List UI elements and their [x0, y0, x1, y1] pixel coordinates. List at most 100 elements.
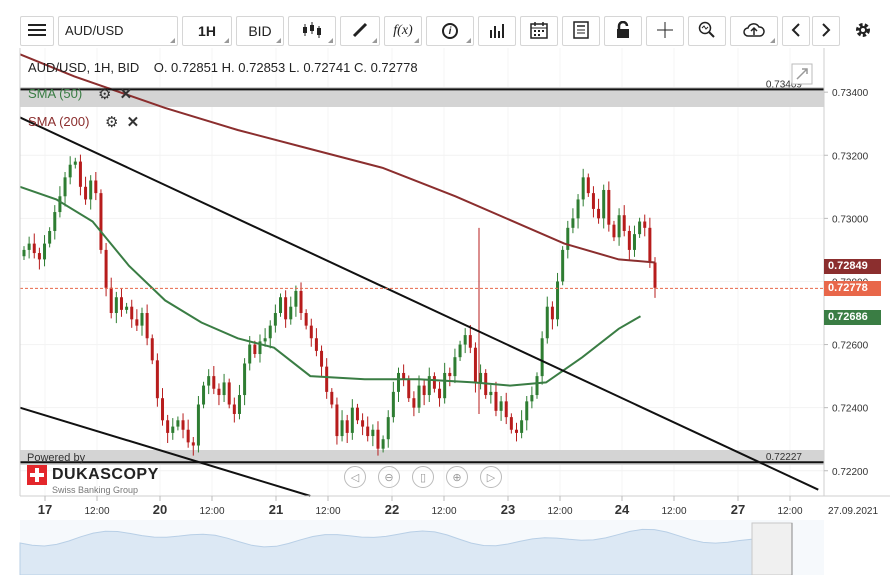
candle-body	[150, 338, 154, 361]
candle-body	[556, 281, 560, 320]
sma200-close-icon[interactable]: ✕	[126, 114, 140, 131]
sma200-settings-icon[interactable]: ⚙	[105, 114, 119, 131]
candles	[22, 154, 657, 456]
function-button[interactable]: f(x)	[384, 16, 422, 46]
candle-body	[284, 297, 288, 320]
function-icon: f(x)	[393, 23, 413, 38]
candle-body	[627, 230, 631, 250]
candle-body	[119, 297, 123, 310]
lock-button[interactable]	[604, 16, 642, 46]
candle-body	[263, 338, 267, 342]
high-value: H. 0.72853	[221, 60, 286, 75]
candle-body	[37, 253, 41, 260]
navigator-window[interactable]	[751, 522, 793, 576]
side-label: BID	[248, 23, 272, 39]
candle-body	[653, 262, 657, 288]
zoom-button[interactable]	[688, 16, 726, 46]
candle-body	[140, 313, 144, 326]
info-button[interactable]: i	[426, 16, 474, 46]
candle-body	[68, 164, 72, 178]
candle-body	[335, 404, 339, 437]
hamburger-icon	[28, 23, 46, 40]
candle-body	[309, 325, 313, 339]
news-button[interactable]	[562, 16, 600, 46]
upload-button[interactable]	[730, 16, 778, 46]
gear-icon	[854, 21, 872, 42]
candle-body	[232, 404, 236, 414]
candle-body	[473, 347, 477, 383]
candle-body	[499, 401, 503, 411]
candle-body	[94, 180, 98, 194]
menu-button[interactable]	[20, 16, 54, 46]
sma50-settings-icon[interactable]: ⚙	[98, 86, 112, 103]
settings-button[interactable]	[846, 16, 880, 46]
scroll-left-button[interactable]	[782, 16, 810, 46]
candle-body	[258, 341, 262, 355]
info-icon: i	[442, 23, 458, 39]
candle-body	[602, 189, 606, 219]
instrument-label: AUD/USD, 1H, BID	[28, 60, 140, 75]
candle-body	[227, 382, 231, 405]
candle-body	[53, 212, 57, 231]
candle-body	[479, 372, 483, 383]
candle-body	[576, 199, 580, 219]
zoom-in-button[interactable]: ⊕	[446, 466, 468, 488]
reset-zoom-button[interactable]: ▯	[412, 466, 434, 488]
sma50-label[interactable]: SMA (50)	[28, 86, 83, 101]
timeframe-select[interactable]: 1H	[182, 16, 232, 46]
candle-body	[320, 350, 324, 367]
candle-body	[196, 404, 200, 446]
candle-body	[617, 215, 621, 238]
price-badge: 0.72849	[824, 259, 881, 274]
candle-body	[443, 372, 447, 399]
timeframe-label: 1H	[198, 23, 216, 39]
sma200-label[interactable]: SMA (200)	[28, 114, 90, 129]
chart-type-button[interactable]	[288, 16, 336, 46]
series-lines	[19, 53, 656, 387]
candle-body	[27, 243, 31, 250]
candle-body	[458, 344, 462, 358]
volume-button[interactable]	[478, 16, 516, 46]
logo-mark: DUKASCOPY	[27, 465, 159, 485]
powered-by-label: Powered by	[27, 452, 86, 464]
candle-body	[381, 439, 385, 449]
candle-body	[304, 313, 308, 326]
x-tick-label: 12:00	[431, 506, 456, 517]
candle-body	[540, 338, 544, 377]
ohlc-readout: AUD/USD, 1H, BID O. 0.72851 H. 0.72853 L…	[28, 60, 418, 75]
chevron-right-icon	[821, 22, 831, 40]
x-tick-label: 12:00	[315, 506, 340, 517]
candle-body	[402, 372, 406, 380]
candle-body	[243, 363, 247, 396]
chart-area[interactable]: 0.73409 0.72227 0.72200 0.72400 0.72600 0.72…	[0, 48, 890, 576]
trend-line[interactable]	[19, 406, 311, 497]
candle-body	[186, 429, 190, 443]
calendar-button[interactable]	[520, 16, 558, 46]
symbol-select[interactable]: AUD/USD	[58, 16, 178, 46]
scroll-forward-button[interactable]: ▷	[480, 466, 502, 488]
candle-body	[125, 306, 129, 310]
candles-icon	[302, 21, 322, 41]
fullscreen-icon[interactable]	[791, 63, 813, 85]
candle-body	[109, 287, 113, 314]
candle-body	[253, 344, 257, 355]
dukascopy-logo[interactable]: Powered by DUKASCOPY Swiss Banking Group	[27, 452, 159, 495]
candle-body	[586, 177, 590, 194]
candle-body	[545, 306, 549, 339]
candle-body	[181, 420, 185, 430]
y-tick-label: 0.73000	[832, 214, 869, 225]
bar-chart-icon	[489, 22, 505, 41]
scroll-right-button[interactable]	[812, 16, 840, 46]
scroll-back-button[interactable]: ◁	[344, 466, 366, 488]
document-icon	[573, 20, 589, 42]
crosshair-button[interactable]	[646, 16, 684, 46]
price-chart[interactable]: 0.73409 0.72227 0.72200 0.72400 0.72600 0.72…	[0, 48, 890, 576]
candle-body	[217, 388, 221, 396]
trend-line[interactable]	[19, 116, 819, 491]
draw-tool-button[interactable]	[340, 16, 380, 46]
sma50-close-icon[interactable]: ✕	[119, 86, 133, 103]
y-tick-label: 0.73200	[832, 151, 869, 162]
zoom-out-button[interactable]: ⊖	[378, 466, 400, 488]
candle-body	[237, 395, 241, 414]
side-select[interactable]: BID	[236, 16, 284, 46]
